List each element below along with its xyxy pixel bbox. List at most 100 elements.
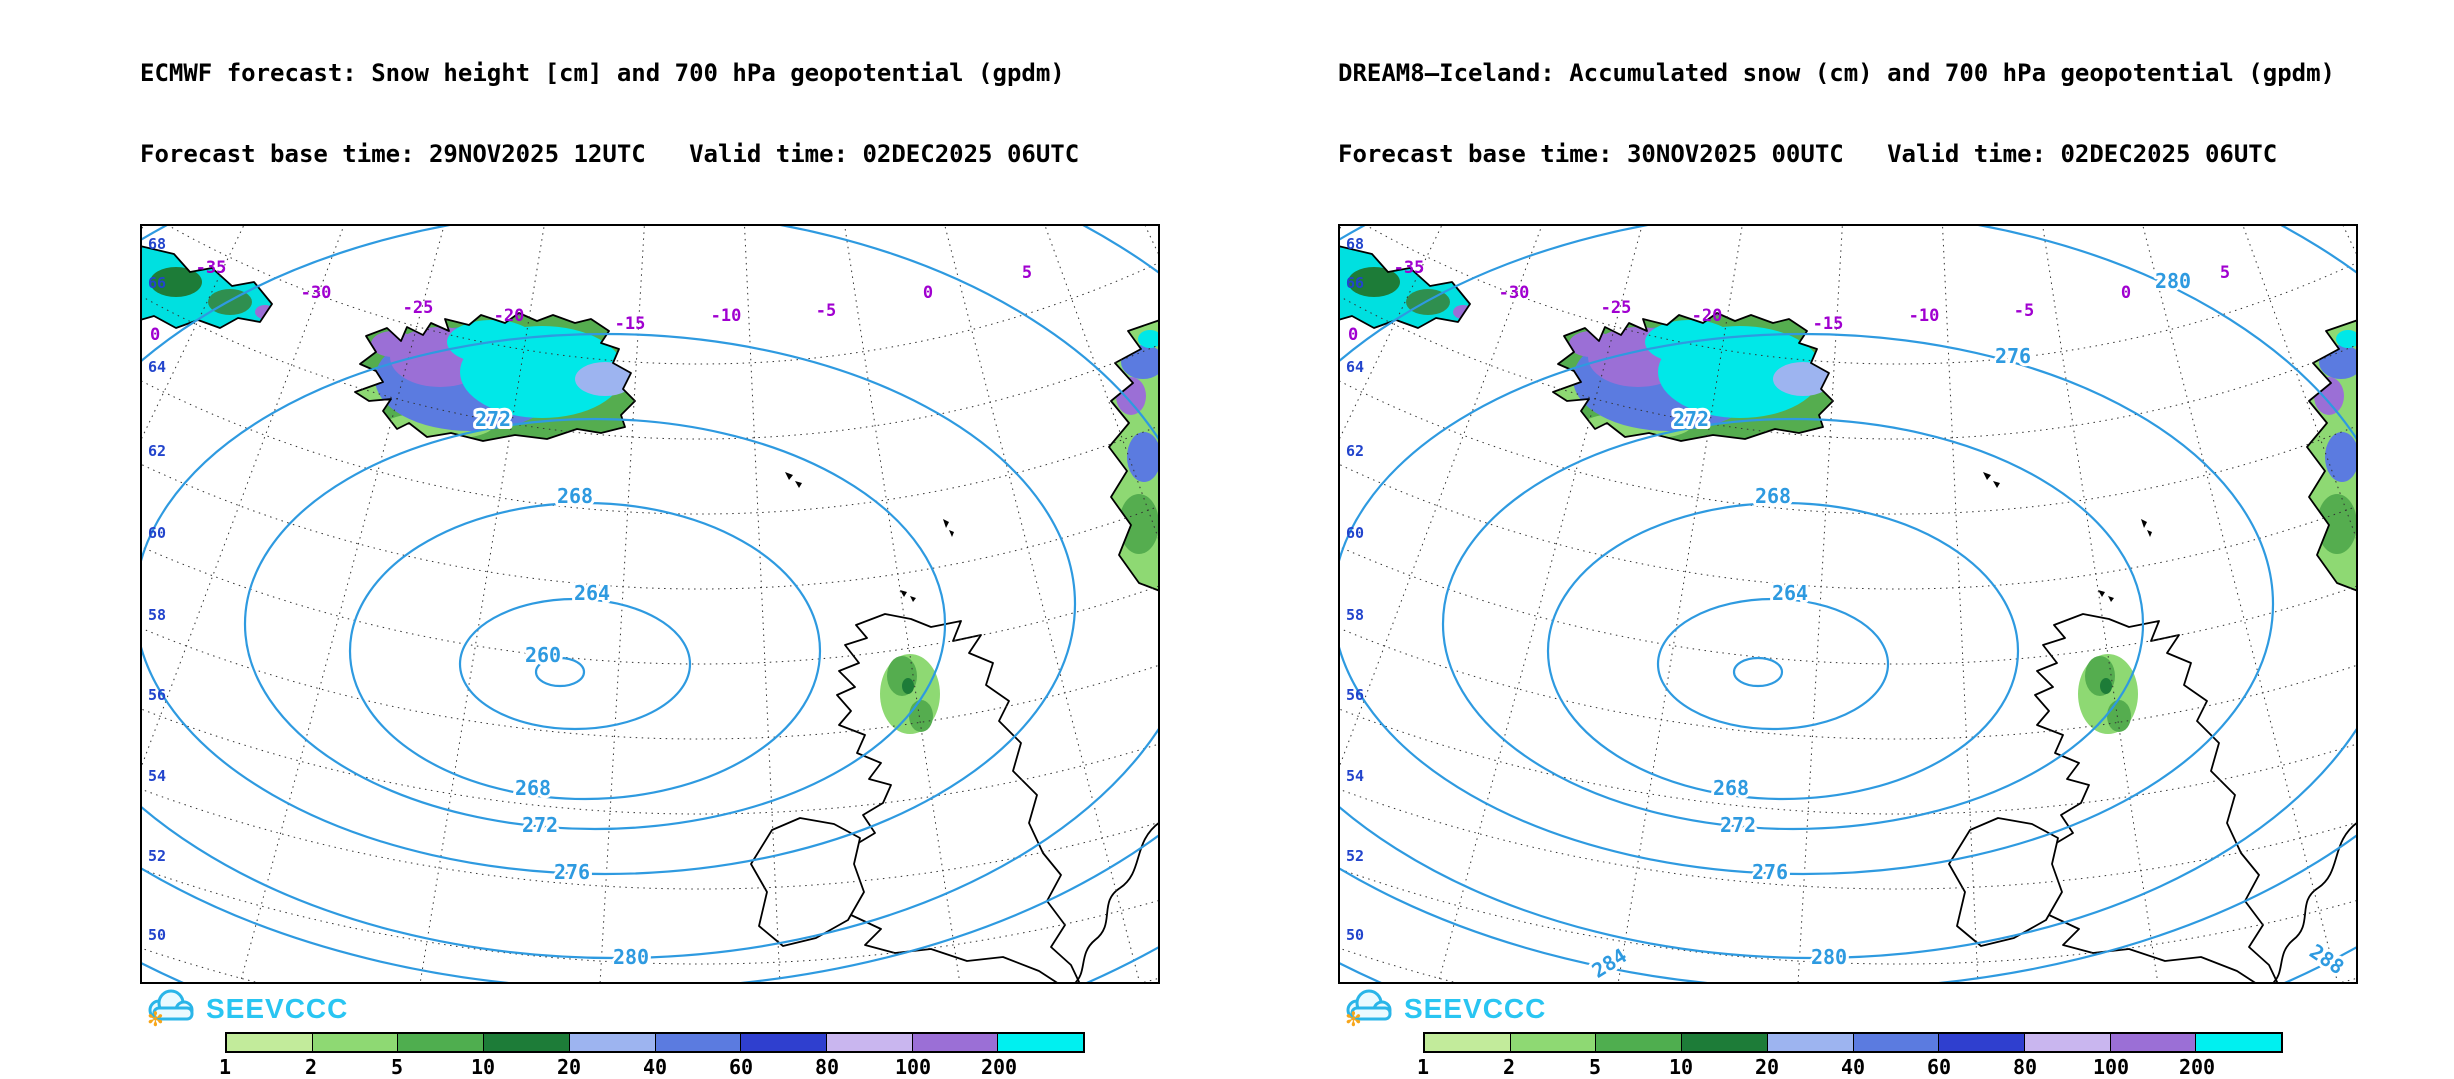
temp-label: -25: [403, 298, 434, 318]
temperature-labels: -35 -30 -25 -20 -15 -10 -5 0 5 0: [150, 258, 1032, 345]
lat-label: 54: [148, 767, 166, 785]
legend: 1 2 5 10 20 40 60 80 100 200: [219, 1032, 1085, 1079]
legend-tick-label: 1: [1416, 1055, 1430, 1079]
legend-tick-label: 10: [470, 1055, 496, 1079]
lat-label: 50: [1346, 926, 1364, 944]
legend-tick-label: 20: [556, 1055, 582, 1079]
temp-label: -5: [2014, 301, 2034, 321]
temp-label: -5: [816, 301, 836, 321]
contour-label: 268: [557, 484, 593, 508]
legend-swatch: [398, 1034, 485, 1051]
legend-swatch: [1425, 1034, 1511, 1051]
legend-tick-label: 10: [1668, 1055, 1694, 1079]
seevccc-logo: ✻ SEEVCCC: [1338, 988, 2358, 1030]
legend-swatch: [655, 1034, 742, 1051]
panel-ecmwf: ECMWF forecast: Snow height [cm] and 700…: [140, 6, 1160, 1079]
legend-swatch: [2110, 1034, 2197, 1051]
lat-label: 52: [148, 847, 166, 865]
cloud-icon: ✻: [147, 989, 194, 1029]
legend-tick-label: 60: [1926, 1055, 1952, 1079]
contour-label: 272: [1720, 813, 1756, 837]
contour-label: 272: [522, 813, 558, 837]
legend-tick-label: 5: [1588, 1055, 1602, 1079]
lat-label: 68: [1346, 235, 1364, 253]
legend-bar: [1423, 1032, 2283, 1053]
panel-ecmwf-title: ECMWF forecast: Snow height [cm] and 700…: [140, 59, 1065, 87]
contour-label: 284: [1588, 943, 1631, 982]
contour-label: 272: [1673, 407, 1709, 431]
legend-swatch: [1939, 1034, 2025, 1051]
temp-label: -20: [1692, 306, 1723, 326]
lat-label: 58: [1346, 606, 1364, 624]
temp-label: -35: [1394, 258, 1425, 278]
contour-label: 288: [2305, 939, 2348, 979]
temp-label: 5: [2220, 263, 2230, 283]
legend-labels: 1 2 5 10 20 40 60 80 100 200: [1417, 1053, 2283, 1079]
temp-label: 0: [150, 325, 160, 345]
legend-swatch: [1682, 1034, 1768, 1051]
logo-text: SEEVCCC: [206, 993, 349, 1024]
contour-label: 272: [475, 407, 511, 431]
legend-tick-label: 5: [390, 1055, 404, 1079]
legend-swatch: [1510, 1034, 1597, 1051]
contour-label: 280: [1811, 945, 1847, 969]
lat-label: 60: [148, 524, 166, 542]
legend-swatch: [998, 1034, 1084, 1051]
temp-label: -10: [1909, 306, 1940, 326]
legend-tick-label: 1: [218, 1055, 232, 1079]
contour-value-labels: 272 268 264 260 268 272 276 280: [472, 404, 652, 972]
legend-swatch: [569, 1034, 656, 1051]
lat-label: 60: [1346, 524, 1364, 542]
cloud-icon: ✻: [1345, 989, 1392, 1029]
legend-tick-label: 80: [814, 1055, 840, 1079]
logo-text: SEEVCCC: [1404, 993, 1547, 1024]
contour-label: 264: [574, 581, 610, 605]
lat-label: 66: [148, 274, 166, 292]
lat-label: 62: [1346, 442, 1364, 460]
contour-label: 268: [1713, 776, 1749, 800]
lat-label: 50: [148, 926, 166, 944]
lat-label: 58: [148, 606, 166, 624]
panel-ecmwf-subtitle: Forecast base time: 29NOV2025 12UTC Vali…: [140, 140, 1080, 168]
legend-swatch: [741, 1034, 827, 1051]
temp-label: 0: [2121, 283, 2131, 303]
temp-label: -30: [1499, 283, 1530, 303]
lat-label: 64: [1346, 358, 1364, 376]
legend-tick-label: 60: [728, 1055, 754, 1079]
legend-tick-label: 200: [2178, 1055, 2216, 1079]
panel-dream8-subtitle: Forecast base time: 30NOV2025 00UTC Vali…: [1338, 140, 2278, 168]
seevccc-logo: ✻ SEEVCCC: [140, 988, 1160, 1030]
panel-dream8: DREAM8–Iceland: Accumulated snow (cm) an…: [1338, 6, 2358, 1079]
temp-label: -10: [711, 306, 742, 326]
lat-label: 56: [1346, 686, 1364, 704]
contour-label: 280: [613, 945, 649, 969]
contour-label: 276: [1995, 344, 2031, 368]
legend-bar: [225, 1032, 1085, 1053]
lat-label: 56: [148, 686, 166, 704]
legend-swatch: [912, 1034, 999, 1051]
legend-swatch: [1767, 1034, 1854, 1051]
legend-labels: 1 2 5 10 20 40 60 80 100 200: [219, 1053, 1085, 1079]
lat-label: 62: [148, 442, 166, 460]
temp-label: -15: [615, 314, 646, 334]
temp-label: -20: [494, 306, 525, 326]
lat-label: 66: [1346, 274, 1364, 292]
legend: 1 2 5 10 20 40 60 80 100 200: [1417, 1032, 2283, 1079]
legend-tick-label: 2: [1502, 1055, 1516, 1079]
legend-tick-label: 2: [304, 1055, 318, 1079]
legend-tick-label: 40: [1840, 1055, 1866, 1079]
map-ecmwf: 68 66 64 62 60 58 56 54 52 50 -35 -30 -2…: [140, 224, 1160, 984]
panel-dream8-title: DREAM8–Iceland: Accumulated snow (cm) an…: [1338, 59, 2335, 87]
legend-swatch: [1596, 1034, 1683, 1051]
legend-tick-label: 100: [2092, 1055, 2130, 1079]
legend-tick-label: 200: [980, 1055, 1018, 1079]
legend-tick-label: 40: [642, 1055, 668, 1079]
temp-label: -30: [301, 283, 332, 303]
contour-label: 268: [515, 776, 551, 800]
legend-swatch: [1853, 1034, 1940, 1051]
contour-label: 264: [1772, 581, 1808, 605]
legend-tick-label: 80: [2012, 1055, 2038, 1079]
snowflake-icon: ✻: [1345, 1009, 1362, 1029]
contour-label: 280: [2155, 269, 2191, 293]
